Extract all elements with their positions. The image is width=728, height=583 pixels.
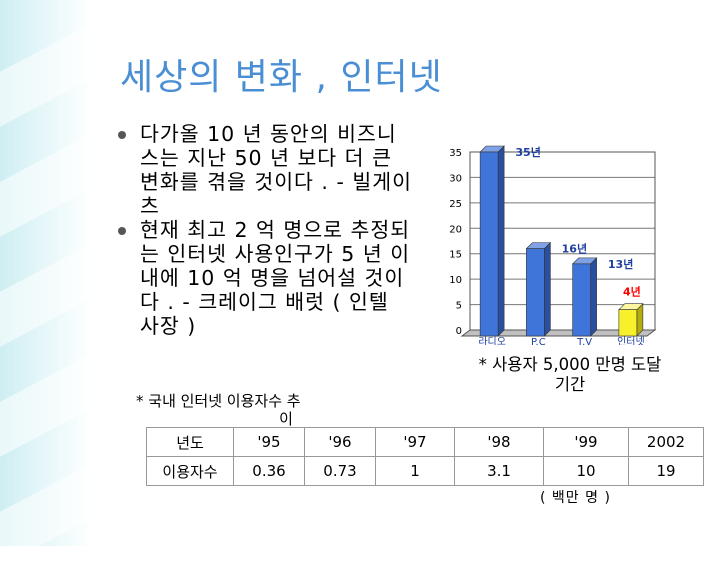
bar-side [497,145,505,337]
table-value-cell: 19 [628,456,704,486]
table-row: 년도 '95 '96 '97 '98 '99 2002 [146,427,704,457]
bullet-item: 현재 최고 2 억 명으로 추정되는 인터넷 사용인구가 5 년 이내에 10 … [116,218,416,338]
bar [572,263,591,337]
plot-frame [469,151,656,331]
table-row-label: 이용자수 [146,456,234,486]
bullet-icon [118,227,126,235]
decorative-band [0,0,150,583]
x-tick-label: T.V [576,337,592,345]
subnote: * 국내 인터넷 이용자수 추 이 [136,392,416,428]
bullet-list: 다가올 10 년 동안의 비즈니스는 지난 50 년 보다 더 큰 변화를 겪을… [116,122,416,338]
x-tick-label: 인터넷 [617,336,645,345]
chart-bars [479,145,644,337]
x-tick-label: 라디오 [478,336,506,345]
y-tick-label: 35 [449,148,462,159]
table-value-cell: 0.36 [233,456,305,486]
bar [526,248,545,337]
table-value-cell: 0.73 [304,456,376,486]
data-label: 4년 [623,285,641,299]
chart-note-line1: * 사용자 5,000 만명 도달 [478,355,662,374]
data-label: 35년 [515,145,540,159]
table-year-cell: '95 [233,427,305,457]
y-tick-label: 5 [456,301,462,312]
table-year-cell: '99 [543,427,629,457]
table-value-cell: 1 [375,456,455,486]
slide-title: 세상의 변화 , 인터넷 [120,57,443,98]
table-value-cell: 10 [543,456,629,486]
bar [618,309,638,337]
data-label: 16년 [562,242,587,256]
chart-note: * 사용자 5,000 만명 도달 기간 [430,355,710,395]
table-header-label: 년도 [146,427,234,457]
table-value-cell: 3.1 [454,456,544,486]
y-tick-label: 15 [449,250,462,261]
table-row: 이용자수 0.36 0.73 1 3.1 10 19 [146,456,704,486]
data-label: 13년 [608,257,633,271]
bullet-icon [118,131,126,139]
y-tick-label: 10 [449,275,462,286]
table-year-cell: 2002 [628,427,704,457]
chart-note-line2: 기간 [554,375,586,394]
y-tick-label: 30 [449,173,462,184]
bullet-text: 다가올 10 년 동안의 비즈니스는 지난 50 년 보다 더 큰 변화를 겪을… [140,122,412,218]
unit-label: ( 백만 명 ) [540,490,611,506]
table-year-cell: '96 [304,427,376,457]
bar [479,151,499,337]
y-tick-label: 20 [449,224,462,235]
table-year-cell: '97 [375,427,455,457]
subnote-line1: * 국내 인터넷 이용자수 추 [136,392,301,410]
user-count-table: 년도 '95 '96 '97 '98 '99 2002 이용자수 0.36 0.… [146,427,704,486]
subnote-line2: 이 [279,410,293,428]
bullet-text: 현재 최고 2 억 명으로 추정되는 인터넷 사용인구가 5 년 이내에 10 … [140,218,411,338]
table-year-cell: '98 [454,427,544,457]
x-tick-label: P.C [531,337,546,345]
bar-side [544,241,551,337]
bullet-item: 다가올 10 년 동안의 비즈니스는 지난 50 년 보다 더 큰 변화를 겪을… [116,122,416,218]
bar-side [590,257,597,337]
y-tick-label: 0 [456,326,462,337]
y-tick-label: 25 [449,199,462,210]
